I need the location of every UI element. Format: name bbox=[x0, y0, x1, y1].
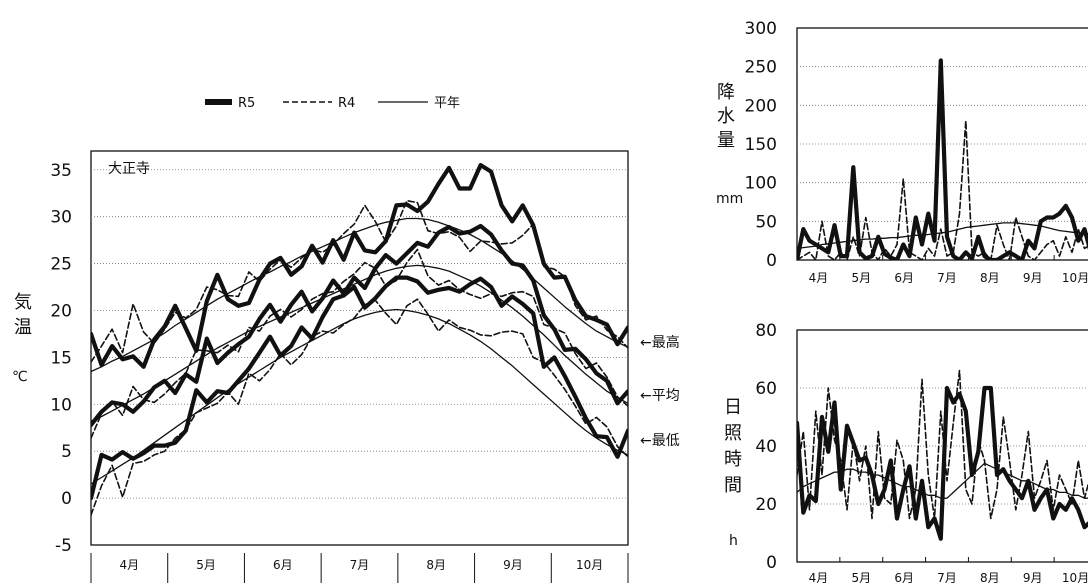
precipitation-y-axis-label: 降 水 量 mm bbox=[716, 82, 743, 207]
y-tick-label: 5 bbox=[61, 442, 72, 462]
sunshine-y-axis-label: 日 照 時 間 h bbox=[724, 397, 742, 549]
month-label: 8月 bbox=[980, 571, 1000, 585]
row-label-max: ←最高 bbox=[640, 334, 680, 351]
month-label: 5月 bbox=[851, 571, 871, 585]
temperature-row-labels: ←最高 ←平均 ←最低 bbox=[640, 334, 680, 449]
month-label: 8月 bbox=[426, 558, 446, 572]
ylabel-kan: 間 bbox=[724, 475, 742, 496]
month-label: 4月 bbox=[809, 571, 829, 585]
y-tick-label: 15 bbox=[50, 348, 72, 368]
month-label: 6月 bbox=[894, 571, 914, 585]
ylabel-on: 温 bbox=[14, 317, 32, 338]
legend-label-r5: R5 bbox=[238, 96, 255, 111]
series-line-r5 bbox=[797, 58, 1088, 260]
station-name: 大正寺 bbox=[108, 161, 150, 177]
y-tick-label: 35 bbox=[50, 161, 72, 181]
temperature-chart: R5 R4 平年 35 30 25 20 15 10 5 0 -5 4月 5月 6月 7月 8月 9月 10… bbox=[12, 96, 680, 583]
temperature-y-ticks: 35 30 25 20 15 10 5 0 -5 bbox=[50, 161, 72, 556]
ylabel-ji: 時 bbox=[724, 449, 742, 470]
y-tick-label: 300 bbox=[745, 19, 777, 39]
temperature-month-axis: 4月 5月 6月 7月 8月 9月 10月 bbox=[90, 553, 629, 583]
precipitation-y-ticks: 300 250 200 150 100 50 0 bbox=[745, 19, 777, 271]
month-label: 8月 bbox=[980, 271, 1000, 285]
row-label-min: ←最低 bbox=[640, 433, 680, 449]
y-tick-label: 10 bbox=[50, 395, 72, 415]
ylabel-sui: 水 bbox=[717, 106, 735, 127]
y-tick-label: 80 bbox=[755, 321, 777, 341]
month-label: 10月 bbox=[1062, 571, 1088, 585]
month-label: 7月 bbox=[937, 571, 957, 585]
temperature-plot-frame bbox=[90, 150, 629, 546]
ylabel-ki: 気 bbox=[14, 292, 32, 313]
ylabel-mm: mm bbox=[716, 191, 743, 207]
legend-label-normal: 平年 bbox=[434, 96, 460, 111]
sunshine-chart: 80 60 40 20 0 4月 5月 6月 7月 8月 9月 10月 日 照 時 間 h bbox=[724, 321, 1088, 585]
precipitation-month-axis: 4月 5月 6月 7月 8月 9月 10月 bbox=[809, 255, 1088, 285]
month-label: 9月 bbox=[1023, 571, 1043, 585]
row-label-mean: ←平均 bbox=[640, 388, 680, 404]
y-tick-label: -5 bbox=[55, 536, 72, 556]
month-label: 10月 bbox=[1062, 271, 1088, 285]
series-line-r5-平均 bbox=[91, 223, 628, 427]
month-label: 9月 bbox=[503, 558, 523, 572]
series-line-r5-最高 bbox=[91, 163, 628, 369]
sunshine-month-axis: 4月 5月 6月 7月 8月 9月 10月 bbox=[809, 557, 1088, 585]
y-tick-label: 60 bbox=[755, 379, 777, 399]
ylabel-shou: 照 bbox=[724, 423, 742, 444]
series-line-r4-平均 bbox=[91, 248, 628, 439]
y-tick-label: 0 bbox=[766, 553, 777, 573]
month-label: 9月 bbox=[1023, 271, 1043, 285]
temperature-series-lines bbox=[91, 163, 628, 516]
month-label: 10月 bbox=[576, 558, 603, 572]
y-tick-label: 20 bbox=[50, 301, 72, 321]
y-tick-label: 20 bbox=[755, 495, 777, 515]
y-tick-label: 100 bbox=[745, 174, 777, 194]
month-label: 5月 bbox=[851, 271, 871, 285]
legend-label-r4: R4 bbox=[338, 96, 355, 111]
ylabel-kou: 降 bbox=[717, 82, 735, 103]
y-tick-label: 25 bbox=[50, 255, 72, 275]
precipitation-chart: 300 250 200 150 100 50 0 4月 5月 6月 7月 8月 9月 10月 降 水 量… bbox=[716, 19, 1088, 285]
month-label: 7月 bbox=[350, 558, 370, 572]
month-label: 5月 bbox=[196, 558, 216, 572]
sunshine-series-lines bbox=[797, 369, 1088, 541]
series-line-r4 bbox=[797, 120, 1088, 260]
y-tick-label: 0 bbox=[766, 251, 777, 271]
y-tick-label: 50 bbox=[755, 212, 777, 232]
temperature-y-axis-label: 気 温 ℃ bbox=[12, 292, 32, 385]
sunshine-y-ticks: 80 60 40 20 0 bbox=[755, 321, 777, 573]
month-label: 7月 bbox=[937, 271, 957, 285]
ylabel-ryou: 量 bbox=[717, 130, 735, 151]
y-tick-label: 250 bbox=[745, 58, 777, 78]
month-label: 4月 bbox=[120, 558, 140, 572]
y-tick-label: 40 bbox=[755, 437, 777, 457]
y-tick-label: 150 bbox=[745, 135, 777, 155]
precipitation-series-lines bbox=[797, 58, 1088, 260]
y-tick-label: 30 bbox=[50, 208, 72, 228]
temperature-legend: R5 R4 平年 bbox=[205, 96, 460, 111]
series-line-平年-最高 bbox=[91, 217, 628, 373]
series-line-r5-最低 bbox=[91, 275, 628, 501]
ylabel-nichi: 日 bbox=[724, 397, 742, 418]
ylabel-h: h bbox=[729, 533, 738, 549]
y-tick-label: 200 bbox=[745, 96, 777, 116]
y-tick-label: 0 bbox=[61, 489, 72, 509]
month-label: 6月 bbox=[273, 558, 293, 572]
month-label: 6月 bbox=[894, 271, 914, 285]
series-line-平年-最低 bbox=[91, 308, 628, 485]
month-label: 4月 bbox=[809, 271, 829, 285]
series-line-r5 bbox=[797, 385, 1088, 541]
ylabel-celsius: ℃ bbox=[12, 369, 28, 385]
series-line-r4 bbox=[797, 369, 1088, 520]
